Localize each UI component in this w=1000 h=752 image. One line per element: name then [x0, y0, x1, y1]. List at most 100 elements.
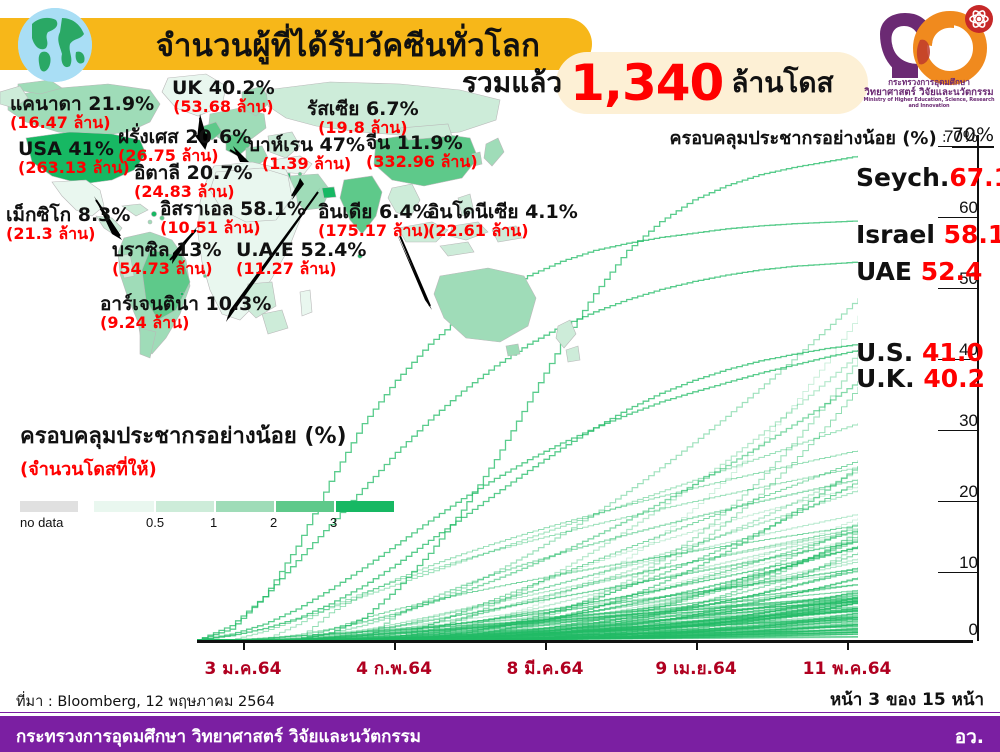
map-label-doses: (53.68 ล้าน)	[173, 97, 274, 116]
map-label-canada: แคนาดา 21.9% (16.47 ล้าน)	[10, 95, 154, 131]
chart-line-background	[197, 600, 858, 641]
y-tick-20: 20	[938, 483, 978, 502]
coverage-note-label: ครอบคลุมประชากรอย่างน้อย (%)	[669, 127, 937, 149]
chart-line-background	[197, 599, 858, 641]
chart-line-background	[197, 616, 858, 641]
chart-line-background	[197, 598, 858, 641]
map-label-name: บราซิล 13%	[112, 239, 222, 261]
chart-line-background	[197, 622, 858, 641]
chart-line-background	[197, 600, 858, 641]
logo-caption-line3: Ministry of Higher Education, Science, R…	[863, 97, 995, 110]
chart-line-background	[197, 601, 858, 641]
chart-line-background	[197, 568, 858, 641]
chart-line-background	[197, 571, 858, 641]
map-label-doses: (175.17 ล้าน)	[318, 221, 430, 240]
chart-line-background	[197, 631, 858, 641]
legend-label-0.5: 0.5	[146, 515, 165, 530]
map-label-name: อินเดีย 6.4%	[318, 201, 432, 223]
logo-caption-line1: กระทรวงการอุดมศึกษา	[888, 77, 970, 87]
coverage-note-value: 70%	[951, 124, 994, 148]
legend-label-nodata: no data	[20, 515, 64, 530]
chart-line-background	[197, 537, 858, 641]
total-suffix: ล้านโดส	[731, 66, 834, 99]
chart-line-background	[197, 569, 858, 641]
map-label-china: จีน 11.9% (332.96 ล้าน)	[366, 134, 478, 170]
chart-line-background	[197, 584, 858, 641]
coverage-note-colon: :	[941, 128, 947, 146]
map-label-name: อินโดนีเซีย 4.1%	[428, 201, 578, 223]
chart-line-background	[197, 624, 858, 641]
chart-line-background	[197, 593, 858, 641]
x-tick-mark	[696, 642, 698, 650]
chart-line-background	[197, 602, 858, 641]
legend-subtitle: (จำนวนโดสที่ให้)	[20, 459, 157, 480]
chart-line-background	[197, 552, 858, 641]
map-label-name: บาห์เรน 47%	[248, 134, 366, 156]
chart-line-background	[197, 617, 858, 641]
series-label-uk: U.K. 40.2	[856, 364, 985, 393]
logo-caption-line2: วิทยาศาสตร์ วิจัยและนวัตกรรม	[864, 87, 994, 99]
chart-line-background	[197, 531, 858, 641]
map-label-name: จีน 11.9%	[366, 132, 463, 154]
series-label-seychelles: Seych.67.1	[856, 163, 1000, 192]
map-label-doses: (19.8 ล้าน)	[318, 118, 408, 137]
chart-line-background	[197, 616, 858, 641]
chart-line-background	[197, 619, 858, 641]
legend-swatch-nodata	[20, 501, 78, 512]
map-label-name: UK 40.2%	[172, 77, 275, 99]
series-name: UAE	[856, 257, 912, 286]
chart-line-background	[197, 561, 858, 641]
page-title: จำนวนผู้ที่ได้รับวัคซีนทั่วโลก	[155, 28, 541, 64]
map-label-name: อิตาลี 20.7%	[134, 162, 253, 184]
chart-line-background	[197, 610, 858, 641]
chart-line-background	[197, 535, 858, 641]
chart-line-background	[197, 621, 858, 641]
legend-swatch-0	[94, 501, 154, 512]
map-label-russia: รัสเซีย 6.7% (19.8 ล้าน)	[307, 100, 419, 136]
chart-line-background	[197, 616, 858, 641]
chart-line-background	[197, 601, 858, 641]
map-label-name: อาร์เจนตินา 10.3%	[100, 293, 272, 315]
chart-line-background	[197, 618, 858, 641]
chart-line-background	[197, 626, 858, 641]
chart-line-background	[197, 629, 858, 641]
legend-title: ครอบคลุมประชากรอย่างน้อย (%)	[20, 424, 347, 449]
map-legend: ครอบคลุมประชากรอย่างน้อย (%) (จำนวนโดสที…	[20, 418, 394, 543]
chart-line-background	[197, 578, 858, 641]
series-name: Seych.	[856, 163, 950, 192]
y-tick-30: 30	[938, 412, 978, 431]
chart-line-background	[197, 592, 858, 641]
chart-line-background	[197, 610, 858, 641]
map-label-doses: (9.24 ล้าน)	[100, 313, 190, 332]
chart-line-background	[197, 589, 858, 641]
chart-line-background	[197, 597, 858, 641]
chart-line-background	[197, 627, 858, 641]
map-label-bahrain: บาห์เรน 47% (1.39 ล้าน)	[248, 136, 365, 172]
chart-line-background	[197, 546, 858, 641]
x-tick-label-5: 11 พ.ค.64	[802, 659, 892, 679]
globe-icon	[18, 8, 92, 82]
chart-line-background	[197, 606, 858, 641]
map-label-doses: (54.73 ล้าน)	[112, 259, 213, 278]
chart-line-background	[197, 528, 858, 641]
map-label-doses: (1.39 ล้าน)	[261, 154, 352, 173]
chart-line-background	[197, 600, 858, 641]
chart-line-background	[197, 613, 858, 641]
series-name: Israel	[856, 220, 935, 249]
chart-line-background	[197, 608, 858, 641]
legend-label-3: 3	[330, 515, 338, 530]
x-tick-mark	[545, 642, 547, 650]
chart-line-background	[197, 628, 858, 641]
series-name: U.S.	[856, 338, 914, 367]
coverage-note: ครอบคลุมประชากรอย่างน้อย (%) : 70%	[646, 124, 994, 150]
chart-line-background	[197, 629, 858, 641]
chart-line-background	[197, 631, 858, 641]
map-label-mexico: เม็กซิโก 8.3% (21.3 ล้าน)	[6, 206, 130, 242]
chart-line-background	[197, 610, 858, 641]
map-label-name: USA 41%	[18, 138, 114, 160]
legend-scale: no data 0.5 1 2 3	[20, 501, 394, 543]
chart-line-background	[197, 630, 858, 641]
series-value: 58.1	[943, 220, 1000, 249]
series-value: 67.1	[949, 163, 1000, 192]
chart-line-background	[197, 620, 858, 641]
